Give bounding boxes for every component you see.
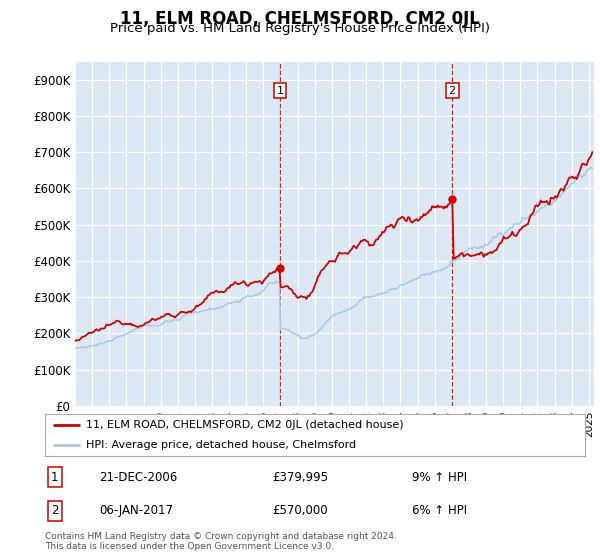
Text: 11, ELM ROAD, CHELMSFORD, CM2 0JL (detached house): 11, ELM ROAD, CHELMSFORD, CM2 0JL (detac… xyxy=(86,421,403,430)
Text: Price paid vs. HM Land Registry's House Price Index (HPI): Price paid vs. HM Land Registry's House … xyxy=(110,22,490,35)
Text: 1: 1 xyxy=(277,86,284,96)
Text: £379,995: £379,995 xyxy=(272,470,328,484)
Text: HPI: Average price, detached house, Chelmsford: HPI: Average price, detached house, Chel… xyxy=(86,440,356,450)
Text: Contains HM Land Registry data © Crown copyright and database right 2024.
This d: Contains HM Land Registry data © Crown c… xyxy=(45,532,397,552)
Text: 1: 1 xyxy=(51,470,58,484)
Text: £570,000: £570,000 xyxy=(272,504,328,517)
Text: 06-JAN-2017: 06-JAN-2017 xyxy=(99,504,173,517)
Text: 6% ↑ HPI: 6% ↑ HPI xyxy=(412,504,467,517)
Text: 2: 2 xyxy=(449,86,456,96)
Text: 9% ↑ HPI: 9% ↑ HPI xyxy=(412,470,467,484)
Text: 11, ELM ROAD, CHELMSFORD, CM2 0JL: 11, ELM ROAD, CHELMSFORD, CM2 0JL xyxy=(120,10,480,28)
Text: 2: 2 xyxy=(51,504,58,517)
Text: 21-DEC-2006: 21-DEC-2006 xyxy=(99,470,177,484)
